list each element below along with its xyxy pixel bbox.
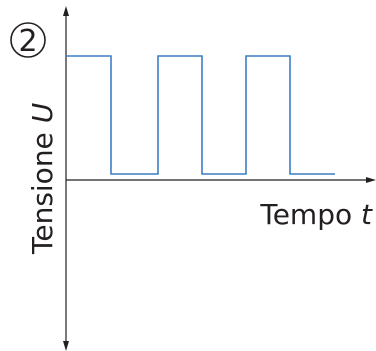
x-axis-title: Tempo t bbox=[259, 198, 373, 231]
square-wave bbox=[66, 55, 335, 175]
y-axis-title: Tensione U bbox=[26, 103, 59, 255]
y-axis-label: Tensione bbox=[26, 132, 59, 255]
y-axis-arrow-up bbox=[63, 6, 69, 16]
y-axis-arrow-down bbox=[63, 341, 69, 351]
badge-circle bbox=[10, 22, 46, 58]
y-axis-symbol: U bbox=[26, 103, 59, 124]
badge-number: 2 bbox=[18, 24, 37, 59]
x-axis-symbol: t bbox=[361, 198, 373, 231]
x-axis-label: Tempo bbox=[259, 198, 352, 231]
x-axis-arrow bbox=[366, 177, 376, 183]
